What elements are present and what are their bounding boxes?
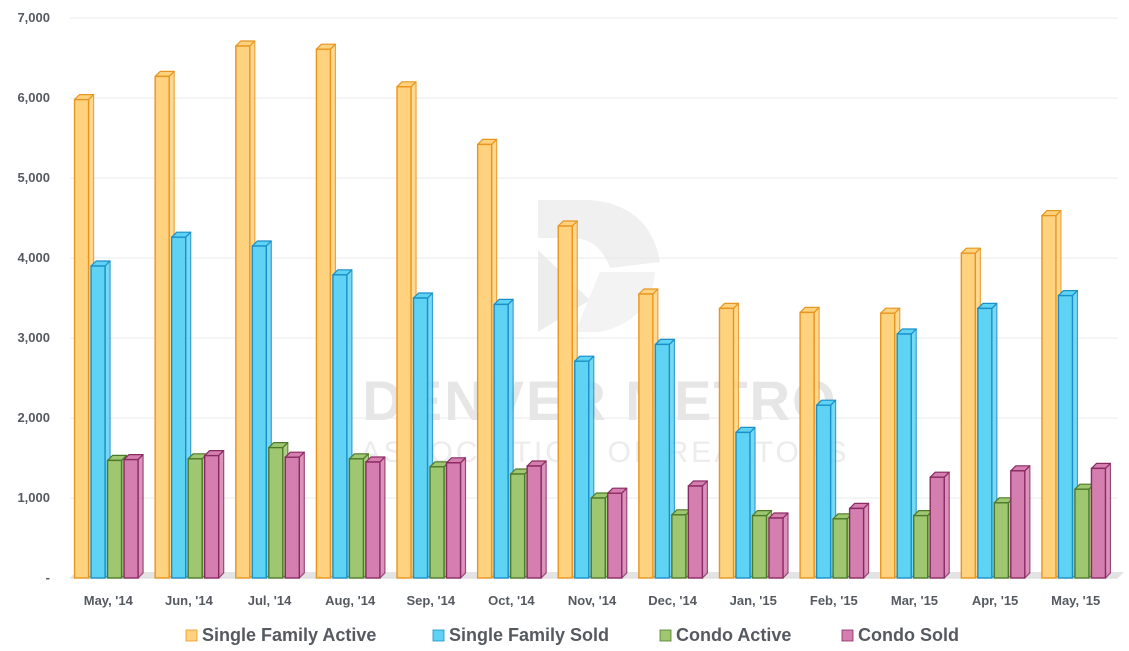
bar-condo-sold [1010,465,1031,579]
bar-condo-sold [203,450,225,579]
legend-swatch [841,629,854,642]
legend-label: Single Family Active [202,625,376,645]
legend-label: Condo Active [676,625,791,645]
x-tick-label: Nov, '14 [568,593,617,608]
y-tick-label: 6,000 [17,90,50,105]
legend-item-single-family-active: Single Family Active [185,625,376,645]
bars [73,40,1112,579]
x-tick-label: Jan, '15 [730,593,777,608]
x-tick-label: Dec, '14 [648,593,697,608]
x-tick-label: Feb, '15 [810,593,858,608]
bar-condo-active [832,513,853,579]
bar-single-family-sold [1057,290,1079,579]
x-tick-label: Oct, '14 [488,593,535,608]
x-tick-label: Jun, '14 [165,593,214,608]
watermark-logo [538,200,660,332]
bar-condo-active [509,468,531,579]
y-tick-label: 4,000 [17,250,50,265]
legend-item-condo-sold: Condo Sold [841,625,959,645]
x-tick-label: Mar, '15 [891,593,938,608]
legend-label: Condo Sold [858,625,959,645]
bar-condo-sold [848,502,870,579]
watermark-title: DENVER METRO [362,369,837,432]
x-axis: May, '14 Jun, '14 Jul, '14 Aug, '14 Sep, '14… [84,593,1100,608]
legend-swatch [432,629,445,642]
y-tick-label: 2,000 [17,410,50,425]
legend-swatch [659,629,672,642]
x-tick-label: Sep, '14 [406,593,455,608]
bar-single-family-sold [815,399,837,579]
y-tick-label: 3,000 [17,330,50,345]
legend: Single Family Active Single Family Sold Co… [185,625,959,645]
bar-condo-sold [284,451,305,579]
legend-item-condo-active: Condo Active [659,625,791,645]
x-tick-label: Apr, '15 [972,593,1018,608]
bar-condo-sold [526,460,547,579]
bar-condo-sold [929,471,950,579]
y-axis: - 1,000 2,000 3,000 4,000 5,000 6,000 7,000 [17,10,50,585]
bar-condo-sold [768,512,789,579]
bar-single-family-sold [896,328,917,579]
bar-condo-active [106,454,128,579]
bar-condo-sold [607,487,628,579]
y-tick-label: 7,000 [17,10,50,25]
bar-single-family-sold [574,355,595,579]
legend-label: Single Family Sold [449,625,609,645]
x-tick-label: Jul, '14 [248,593,292,608]
bar-single-family-sold [493,298,514,579]
bar-condo-sold [123,454,144,579]
legend-swatch [185,629,198,642]
y-tick-label: 5,000 [17,170,50,185]
bar-single-family-sold [654,338,675,579]
bar-condo-sold [1090,462,1112,579]
bar-condo-sold [445,457,467,579]
bar-condo-sold [365,456,386,579]
legend-item-single-family-sold: Single Family Sold [432,625,609,645]
bar-condo-sold [687,480,708,579]
y-tick-label: 1,000 [17,490,50,505]
bar-single-family-sold [735,426,756,579]
x-tick-label: May, '14 [84,593,134,608]
x-tick-label: May, '15 [1051,593,1100,608]
bar-single-family-sold [412,292,434,579]
y-tick-label: - [46,570,50,585]
x-tick-label: Aug, '14 [325,593,376,608]
